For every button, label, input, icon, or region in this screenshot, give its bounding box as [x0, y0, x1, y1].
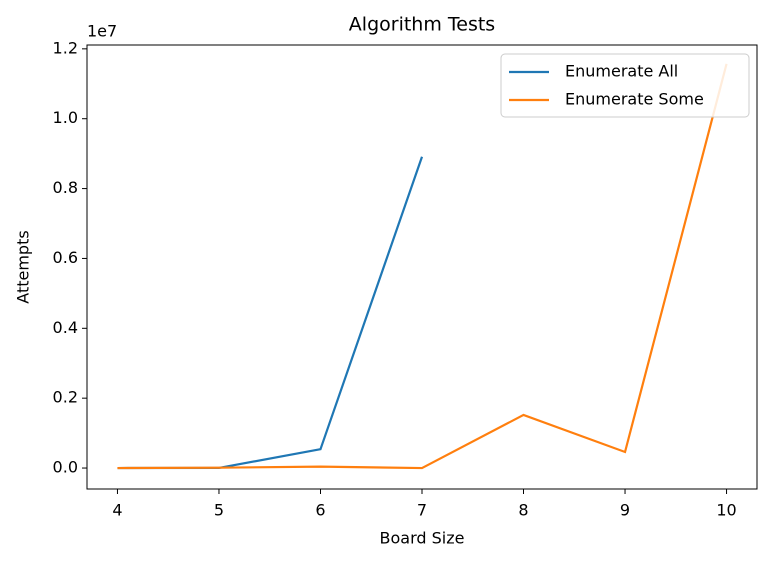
x-tick-label: 10 — [716, 501, 736, 520]
legend-label: Enumerate All — [565, 62, 678, 81]
x-tick-label: 9 — [620, 501, 630, 520]
chart-title: Algorithm Tests — [349, 14, 495, 36]
y-offset-label: 1e7 — [87, 22, 117, 41]
y-tick-label: 1.0 — [53, 108, 78, 127]
y-axis-label: Attempts — [14, 230, 33, 303]
x-tick-label: 8 — [518, 501, 528, 520]
y-tick-label: 0.4 — [53, 318, 78, 337]
y-tick-label: 0.0 — [53, 458, 78, 477]
legend-label: Enumerate Some — [565, 90, 704, 109]
series-line — [117, 156, 424, 470]
y-tick-label: 0.8 — [53, 178, 78, 197]
legend-box — [500, 53, 750, 118]
y-tick-label: 1.2 — [53, 38, 78, 57]
y-tick-label: 0.2 — [53, 388, 78, 407]
x-tick-label: 4 — [112, 501, 122, 520]
y-tick-label: 0.6 — [53, 248, 78, 267]
x-tick-label: 7 — [417, 501, 427, 520]
x-tick-label: 5 — [214, 501, 224, 520]
series-line — [117, 63, 728, 470]
x-axis-label: Board Size — [380, 529, 465, 548]
x-tick-label: 6 — [315, 501, 325, 520]
plot-frame — [86, 44, 758, 490]
